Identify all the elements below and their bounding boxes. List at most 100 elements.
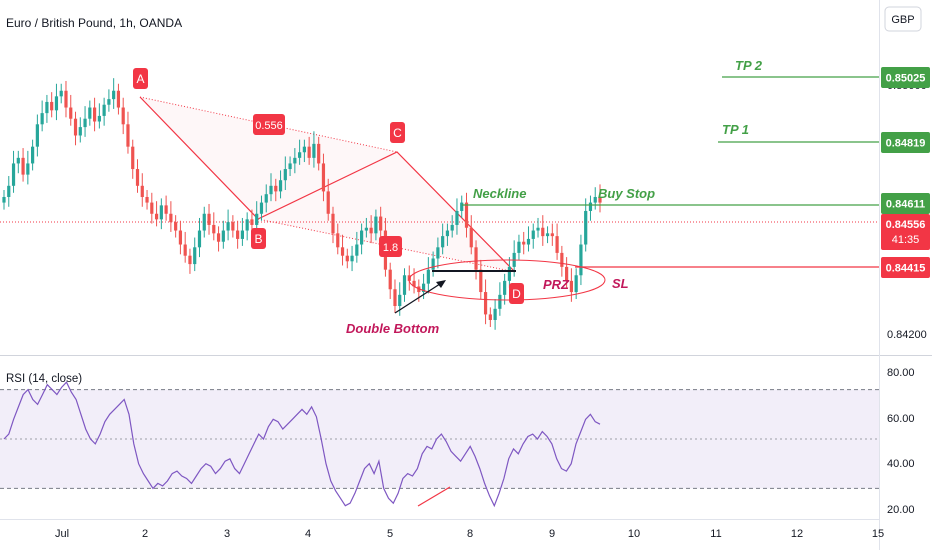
candle-body	[112, 90, 116, 100]
pattern-triangle-bcd	[258, 152, 515, 272]
price-tag-sl[interactable]: 0.84415	[881, 257, 930, 278]
candle-body	[236, 230, 240, 239]
candle-body	[78, 127, 82, 136]
point-b-badge[interactable]: B	[251, 228, 266, 249]
point-d-badge[interactable]: D	[509, 283, 524, 304]
candle-body	[565, 266, 569, 281]
candle-body	[164, 205, 168, 214]
buy-stop-annotation[interactable]: Buy Stop	[598, 186, 655, 201]
candle-body	[579, 244, 583, 276]
candle-body	[135, 169, 140, 186]
rsi-axis-label-20: 20.00	[887, 504, 915, 516]
time-axis[interactable]: Jul 2 3 4 5 8 9 10 11 12 15	[55, 528, 884, 540]
candle-body	[431, 258, 435, 270]
price-tag-current-text: 0.84556	[886, 219, 926, 231]
candle-body	[488, 314, 492, 320]
time-axis-label: 12	[791, 528, 803, 540]
point-a-badge[interactable]: A	[133, 68, 148, 89]
candle-body	[2, 196, 6, 203]
candle-body	[331, 213, 335, 234]
price-tag-current[interactable]: 0.84556 41:35	[881, 214, 930, 250]
candle-body	[35, 124, 39, 147]
candle-body	[169, 213, 173, 223]
prz-ellipse[interactable]	[408, 259, 606, 301]
candle-body	[483, 292, 488, 315]
neckline-annotation[interactable]: Neckline	[473, 186, 526, 201]
candle-body	[298, 152, 302, 158]
candle-body	[531, 230, 535, 239]
ratio-0556-badge[interactable]: 0.556	[253, 114, 285, 135]
candle-body	[426, 269, 430, 284]
rsi-label: RSI (14, close)	[6, 373, 82, 385]
candle-body	[293, 157, 297, 164]
candle-body	[545, 233, 550, 237]
time-axis-label: 3	[224, 528, 230, 540]
candle-body	[59, 90, 63, 97]
candle-body	[31, 146, 35, 164]
candle-body	[569, 280, 573, 293]
candle-body	[584, 210, 588, 245]
price-tag-tp1-text: 0.84819	[886, 138, 926, 150]
candle-body	[321, 163, 326, 192]
tp1-annotation[interactable]: TP 1	[722, 122, 749, 137]
time-axis-label: 5	[387, 528, 393, 540]
candle-body	[121, 107, 125, 125]
candle-body	[150, 202, 154, 214]
candle-body	[255, 213, 259, 225]
candle-body	[92, 107, 97, 122]
candle-body	[264, 194, 268, 203]
candle-body	[231, 222, 235, 231]
candle-body	[178, 230, 183, 245]
rsi-axis-label-60: 60.00	[887, 413, 915, 425]
chart-title: Euro / British Pound, 1h, OANDA	[6, 16, 182, 30]
candle-body	[598, 196, 602, 203]
candle-body	[445, 230, 450, 237]
double-bottom-annotation[interactable]: Double Bottom	[346, 321, 440, 336]
candle-body	[21, 157, 25, 175]
candle-body	[283, 169, 287, 181]
candle-body	[574, 275, 578, 293]
candle-body	[207, 213, 211, 225]
candle-body	[40, 113, 44, 125]
prz-annotation[interactable]: PRZ	[543, 277, 570, 292]
price-tag-tp2[interactable]: 0.85025	[881, 67, 930, 88]
candle-body	[226, 222, 230, 231]
candle-body	[441, 236, 445, 248]
candle-body	[183, 244, 187, 256]
point-b-label: B	[254, 232, 262, 246]
candle-body	[536, 227, 540, 231]
rsi-divergence-line	[417, 486, 451, 507]
rsi-axis-label-80: 80.00	[887, 367, 915, 379]
tp2-annotation[interactable]: TP 2	[735, 58, 763, 73]
candle-body	[555, 236, 559, 253]
candle-body	[245, 219, 249, 231]
candle-body	[26, 163, 30, 175]
candle-body	[7, 185, 11, 197]
candle-body	[522, 241, 526, 245]
candle-body	[188, 255, 192, 265]
candle-body	[64, 90, 68, 108]
candle-body	[541, 227, 545, 237]
candle-body	[317, 143, 321, 164]
candle-body	[197, 230, 202, 248]
candle-body	[460, 202, 464, 211]
candle-body	[45, 101, 49, 114]
candle-body	[50, 101, 54, 111]
ratio-18-badge[interactable]: 1.8	[379, 236, 402, 257]
price-axis-label-84200: 0.84200	[887, 329, 927, 341]
candle-body	[507, 266, 512, 281]
point-c-badge[interactable]: C	[390, 122, 405, 143]
candle-body	[493, 308, 497, 320]
candle-body	[97, 115, 101, 122]
time-axis-label: 9	[549, 528, 555, 540]
price-tag-neckline[interactable]: 0.84611	[881, 193, 930, 214]
price-tag-tp1[interactable]: 0.84819	[881, 132, 930, 153]
sl-annotation[interactable]: SL	[612, 276, 629, 291]
candle-body	[593, 196, 597, 203]
candle-body	[421, 283, 426, 293]
candle-body	[550, 233, 554, 237]
currency-button[interactable]: GBP	[884, 6, 922, 32]
point-c-label: C	[393, 126, 402, 140]
